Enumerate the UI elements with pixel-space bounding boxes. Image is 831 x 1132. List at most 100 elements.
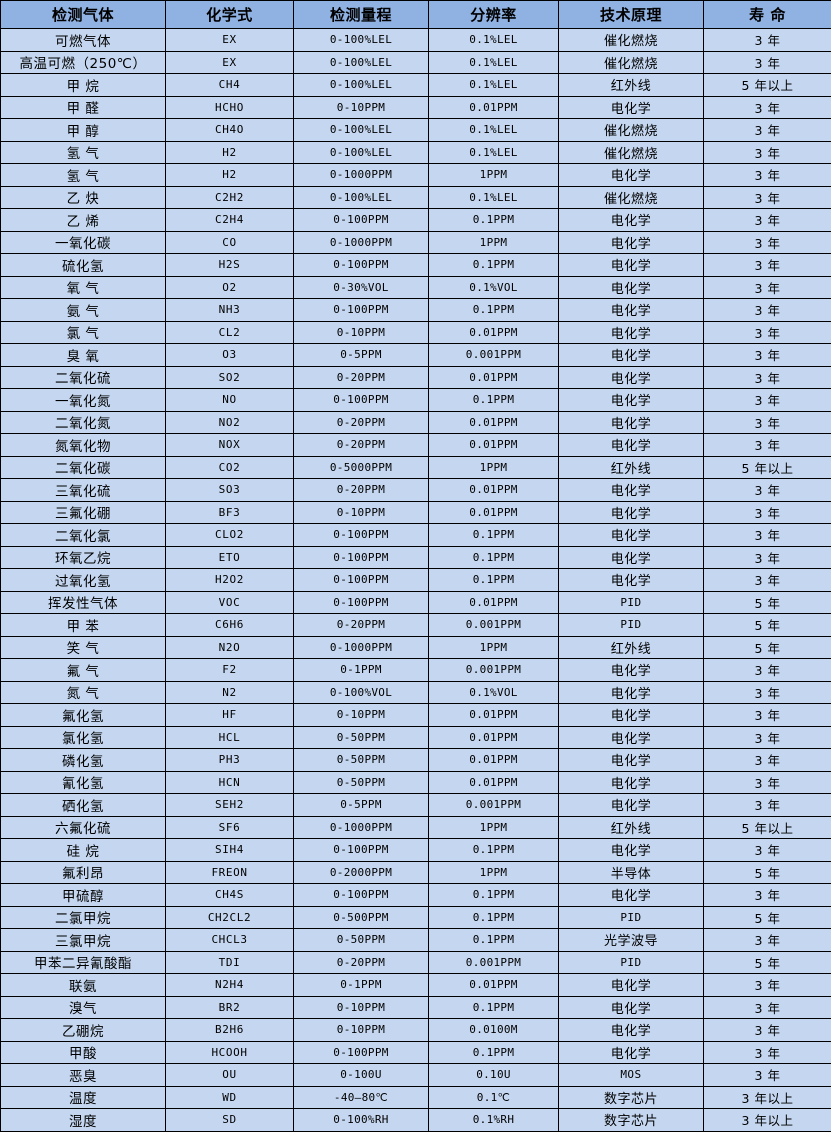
cell-resolution: 0.1PPM — [429, 884, 559, 907]
cell-gas: 甲苯二异氰酸酯 — [1, 951, 166, 974]
cell-range: 0-10PPM — [294, 996, 429, 1019]
cell-range: 0-50PPM — [294, 771, 429, 794]
cell-formula: H2 — [166, 141, 294, 164]
cell-resolution: 0.001PPM — [429, 614, 559, 637]
cell-resolution: 0.1%VOL — [429, 276, 559, 299]
cell-formula: SF6 — [166, 816, 294, 839]
cell-resolution: 1PPM — [429, 456, 559, 479]
cell-formula: SEH2 — [166, 794, 294, 817]
cell-gas: 六氟化硫 — [1, 816, 166, 839]
cell-gas: 笑 气 — [1, 636, 166, 659]
cell-principle: 催化燃烧 — [559, 186, 704, 209]
cell-principle: 电化学 — [559, 164, 704, 187]
cell-range: 0-50PPM — [294, 749, 429, 772]
cell-range: 0-10PPM — [294, 1019, 429, 1042]
cell-resolution: 0.1%LEL — [429, 119, 559, 142]
cell-principle: 电化学 — [559, 434, 704, 457]
cell-resolution: 1PPM — [429, 164, 559, 187]
cell-gas: 三氟化硼 — [1, 501, 166, 524]
cell-principle: 半导体 — [559, 861, 704, 884]
cell-principle: 红外线 — [559, 816, 704, 839]
cell-formula: CL2 — [166, 321, 294, 344]
cell-formula: CH4 — [166, 74, 294, 97]
cell-gas: 甲 醇 — [1, 119, 166, 142]
cell-principle: 电化学 — [559, 996, 704, 1019]
cell-range: 0-1000PPM — [294, 636, 429, 659]
cell-resolution: 0.1PPM — [429, 524, 559, 547]
cell-principle: 电化学 — [559, 254, 704, 277]
cell-principle: 电化学 — [559, 276, 704, 299]
cell-life: 5 年 — [704, 951, 831, 974]
cell-range: 0-5PPM — [294, 344, 429, 367]
cell-gas: 硒化氢 — [1, 794, 166, 817]
cell-principle: 数字芯片 — [559, 1086, 704, 1109]
cell-range: 0-100%LEL — [294, 29, 429, 52]
cell-resolution: 0.01PPM — [429, 974, 559, 997]
cell-principle: 电化学 — [559, 726, 704, 749]
cell-formula: ETO — [166, 546, 294, 569]
cell-principle: 电化学 — [559, 1041, 704, 1064]
cell-range: 0-2000PPM — [294, 861, 429, 884]
cell-range: 0-10PPM — [294, 704, 429, 727]
cell-principle: 电化学 — [559, 681, 704, 704]
cell-gas: 二氯甲烷 — [1, 906, 166, 929]
cell-formula: CHCL3 — [166, 929, 294, 952]
cell-resolution: 0.01PPM — [429, 411, 559, 434]
cell-gas: 溴气 — [1, 996, 166, 1019]
cell-resolution: 1PPM — [429, 636, 559, 659]
cell-principle: 红外线 — [559, 636, 704, 659]
cell-range: 0-20PPM — [294, 434, 429, 457]
cell-principle: 电化学 — [559, 231, 704, 254]
cell-resolution: 0.01PPM — [429, 366, 559, 389]
cell-life: 3 年 — [704, 681, 831, 704]
cell-principle: 电化学 — [559, 366, 704, 389]
cell-formula: SO2 — [166, 366, 294, 389]
cell-life: 3 年 — [704, 276, 831, 299]
cell-formula: NO2 — [166, 411, 294, 434]
cell-formula: SO3 — [166, 479, 294, 502]
cell-principle: PID — [559, 906, 704, 929]
cell-gas: 氢 气 — [1, 164, 166, 187]
cell-gas: 一氧化氮 — [1, 389, 166, 412]
cell-principle: 电化学 — [559, 96, 704, 119]
cell-principle: PID — [559, 614, 704, 637]
cell-range: 0-30%VOL — [294, 276, 429, 299]
cell-life: 5 年以上 — [704, 456, 831, 479]
cell-formula: B2H6 — [166, 1019, 294, 1042]
cell-principle: 电化学 — [559, 974, 704, 997]
cell-life: 3 年 — [704, 479, 831, 502]
cell-formula: C2H4 — [166, 209, 294, 232]
cell-range: 0-500PPM — [294, 906, 429, 929]
cell-life: 3 年 — [704, 51, 831, 74]
cell-resolution: 0.1%VOL — [429, 681, 559, 704]
cell-resolution: 0.01PPM — [429, 434, 559, 457]
cell-gas: 过氧化氢 — [1, 569, 166, 592]
cell-principle: 电化学 — [559, 411, 704, 434]
cell-formula: F2 — [166, 659, 294, 682]
cell-range: 0-100%LEL — [294, 74, 429, 97]
cell-resolution: 1PPM — [429, 861, 559, 884]
cell-formula: N2H4 — [166, 974, 294, 997]
cell-gas: 二氧化氮 — [1, 411, 166, 434]
cell-formula: SD — [166, 1109, 294, 1132]
cell-life: 3 年 — [704, 389, 831, 412]
cell-resolution: 0.001PPM — [429, 659, 559, 682]
header-row: 检测气体化学式检测量程分辨率技术原理寿 命 — [1, 1, 831, 29]
cell-life: 3 年 — [704, 344, 831, 367]
cell-gas: 氨 气 — [1, 299, 166, 322]
